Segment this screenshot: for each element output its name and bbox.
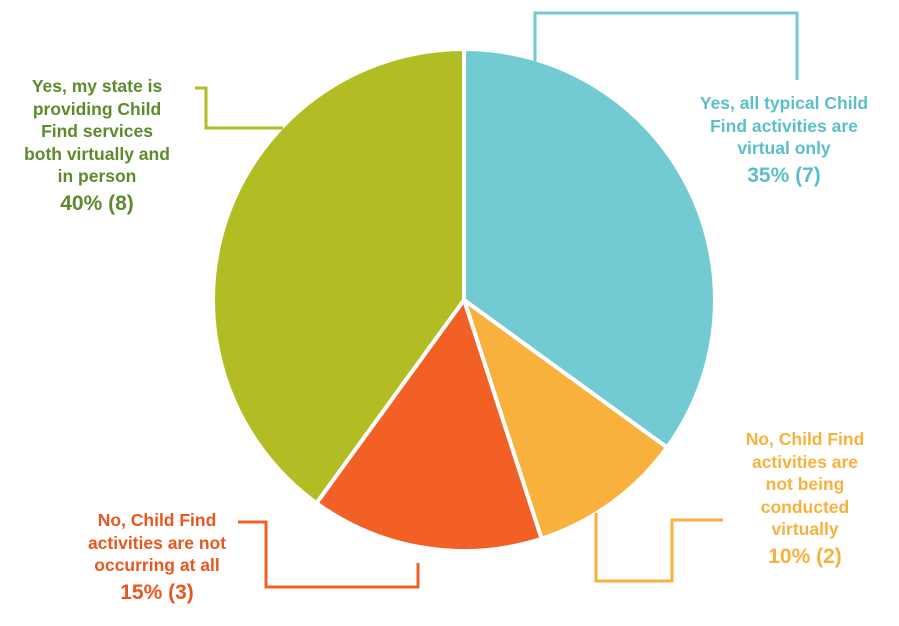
label-both: Yes, my state is providing Child Find se… <box>2 75 192 218</box>
label-line: both virtually and <box>24 143 170 164</box>
label-line: virtual only <box>737 138 831 158</box>
value-label: 35% (7) <box>747 163 821 187</box>
value-label: 15% (3) <box>120 580 194 604</box>
label-line: Yes, all typical Child <box>699 93 869 113</box>
leader-line-both <box>195 86 283 130</box>
leader-line-virtual-only <box>533 11 799 80</box>
leader-line-not-virtual <box>594 513 723 583</box>
label-line: activities are <box>751 451 859 472</box>
label-line: virtually <box>771 519 839 539</box>
label-virtual-only: Yes, all typical Child Find activities a… <box>678 92 890 190</box>
label-line: activities are not <box>87 532 227 553</box>
leader-line-not-occurring <box>238 520 420 589</box>
label-line: not being <box>765 474 845 494</box>
label-line: Yes, my state is <box>31 76 163 96</box>
label-line: in person <box>57 166 137 186</box>
label-line: occurring at all <box>94 555 220 575</box>
label-line: providing Child <box>32 98 162 119</box>
value-label: 10% (2) <box>768 544 842 568</box>
label-line: Find services <box>41 121 153 141</box>
value-label: 40% (8) <box>60 191 134 215</box>
slice-both <box>211 47 466 506</box>
slice-virtual-only <box>462 47 717 450</box>
slice-not-virtual <box>462 298 670 541</box>
label-not-occurring: No, Child Find activities are not occurr… <box>62 509 252 607</box>
label-line: No, Child Find <box>97 510 217 530</box>
slice-not-occurring <box>314 298 544 553</box>
pie-slices <box>211 47 717 553</box>
label-line: No, Child Find <box>745 429 865 449</box>
label-line: conducted <box>760 496 850 517</box>
leader-lines <box>195 11 799 589</box>
label-line: Find activities are <box>710 115 858 136</box>
label-not-virtual: No, Child Find activities are not being … <box>710 428 899 571</box>
